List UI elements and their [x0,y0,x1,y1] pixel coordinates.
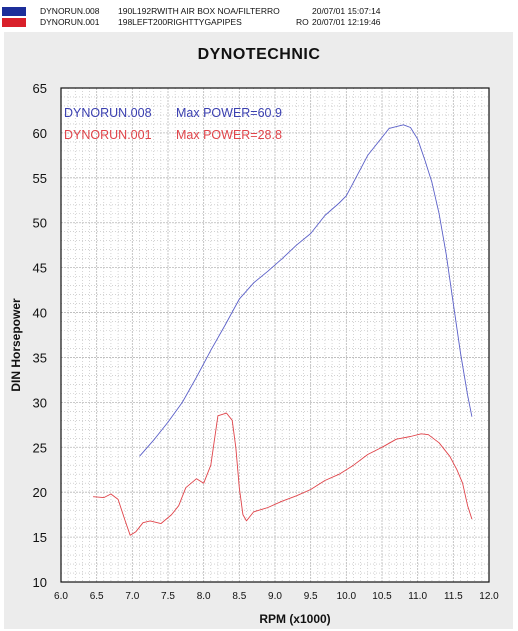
x-tick-label: 6.5 [90,591,104,602]
y-tick-label: 60 [33,126,47,141]
legend-run-name: DYNORUN.008 [64,106,152,120]
x-tick-label: 10.5 [372,591,392,602]
x-tick-label: 8.5 [232,591,246,602]
x-tick-label: 6.0 [54,591,68,602]
y-tick-label: 45 [33,261,47,276]
run-2-timestamp: 20/07/01 12:19:46 [312,17,381,27]
y-tick-label: 25 [33,440,47,455]
x-tick-label: 9.5 [304,591,318,602]
run-2-description: 198LEFT200RIGHTTYGAPIPES [118,17,242,27]
y-tick-label: 30 [33,395,47,410]
x-tick-label: 10.0 [337,591,357,602]
x-axis-label: RPM (x1000) [259,612,330,626]
run-1-color-swatch [2,7,26,16]
x-tick-label: 7.0 [125,591,139,602]
y-tick-label: 15 [33,530,47,545]
legend-run-name: DYNORUN.001 [64,128,152,142]
grid-lines [61,88,489,582]
y-axis-label: DIN Horsepower [9,298,23,392]
y-tick-label: 55 [33,171,47,186]
run-1-description: 190L192RWITH AIR BOX NOA/FILTERRO [118,6,280,16]
x-tick-label: 11.0 [408,591,427,602]
run-2-suffix: RO [296,17,309,27]
run-1-name: DYNORUN.008 [40,6,100,16]
run-1-timestamp: 20/07/01 15:07:14 [312,6,381,16]
y-tick-label: 50 [33,216,47,231]
y-tick-label: 65 [33,81,47,96]
chart-title: DYNOTECHNIC [197,46,321,63]
x-tick-label: 8.0 [197,591,211,602]
x-tick-label: 12.0 [479,591,499,602]
plot-frame [60,87,490,583]
run-2-color-swatch [2,18,26,27]
series-line-dynorun-008 [139,124,473,457]
x-tick-label: 11.5 [444,591,463,602]
y-tick-label: 20 [33,485,47,500]
legend-max-power: Max POWER=28.8 [176,128,282,142]
series-line-dynorun-001 [93,412,473,536]
run-2-name: DYNORUN.001 [40,17,100,27]
legend-max-power: Max POWER=60.9 [176,106,282,120]
y-tick-label: 40 [33,306,47,321]
chart-legend: DYNORUN.008 Max POWER=60.9 DYNORUN.001 Max … [64,106,282,142]
x-tick-label: 9.0 [268,591,282,602]
y-tick-label: 10 [33,575,47,590]
y-tick-label: 35 [33,350,47,365]
x-tick-label: 7.5 [161,591,175,602]
